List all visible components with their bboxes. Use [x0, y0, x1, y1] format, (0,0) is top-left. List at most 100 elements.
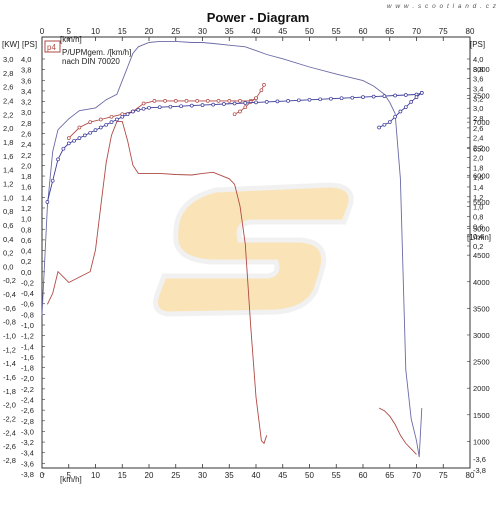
series-point-3 — [238, 109, 242, 114]
right-rpm-tick-label: 2000 — [473, 384, 490, 393]
y-tick-label-ps: 1,6 — [21, 183, 31, 192]
series-line-2 — [68, 84, 265, 139]
x-tick-label-top: 15 — [118, 27, 127, 36]
series-point-5 — [377, 125, 381, 130]
right-rpm-tick-label: 4500 — [473, 251, 490, 260]
right-rpm-tick-label: 5500 — [473, 198, 490, 207]
series-point-3 — [232, 112, 237, 117]
y-tick-label-kw: 1,4 — [3, 166, 13, 175]
x-tick-label-top: 5 — [67, 27, 72, 36]
right-ps-tick-label: 2,2 — [473, 144, 483, 153]
x-unit-top: [km/h] — [60, 35, 82, 44]
series-point-2 — [195, 99, 200, 103]
series-point-4 — [254, 100, 258, 105]
x-tick-label-top: 0 — [40, 27, 45, 36]
series-point-4 — [77, 136, 82, 140]
right-rpm-tick-label: 1500 — [473, 411, 490, 420]
series-point-4 — [168, 104, 173, 109]
y-tick-label-ps: -2,6 — [21, 406, 34, 415]
series-point-3 — [243, 105, 248, 110]
x-tick-label-top: 70 — [412, 27, 421, 36]
y-unit-kw: [KW] — [2, 40, 19, 49]
right-rpm-tick-label: 8000 — [473, 65, 490, 74]
y-tick-label-ps: 2,8 — [21, 119, 31, 128]
x-tick-label-top: 65 — [385, 27, 394, 36]
y-tick-label-ps: -3,0 — [21, 427, 34, 436]
y-tick-label-kw: -1,6 — [3, 373, 16, 382]
y-tick-label-kw: 1,2 — [3, 179, 13, 188]
y-tick-label-ps: -3,8 — [21, 470, 34, 479]
legend-line-1: P/UPMgem. /[km/h] — [62, 48, 131, 57]
y-tick-label-kw: 0,4 — [3, 235, 13, 244]
x-tick-label-top: 25 — [171, 27, 180, 36]
y-tick-label-kw: 0,0 — [3, 262, 13, 271]
series-point-4 — [232, 101, 237, 106]
y-tick-label-ps: -1,8 — [21, 364, 34, 373]
series-point-4 — [131, 109, 135, 114]
x-tick-label-top: 45 — [278, 27, 287, 36]
y-tick-label-ps: -3,4 — [21, 449, 34, 458]
series-point-4 — [382, 94, 387, 98]
series-point-4 — [361, 95, 365, 99]
x-tick-label-top: 50 — [305, 27, 314, 36]
right-ps-tick-label: 1,8 — [473, 163, 483, 172]
right-rpm-tick-label: 3500 — [473, 304, 490, 313]
x-tick-label-bottom: 45 — [278, 471, 287, 480]
right-ps-bottom-tick-label: -3,6 — [473, 455, 486, 464]
x-tick-label-bottom: 20 — [145, 471, 154, 480]
y-tick-label-kw: -0,8 — [3, 318, 16, 327]
y-tick-label-kw: -2,0 — [3, 401, 16, 410]
y-unit-ps: [PS] — [22, 40, 37, 49]
series-point-2 — [227, 99, 232, 103]
series-point-4 — [329, 96, 333, 101]
x-tick-label-bottom: 60 — [359, 471, 368, 480]
y-tick-label-kw: -1,4 — [3, 359, 16, 368]
series-point-4 — [403, 93, 408, 97]
y-tick-label-ps: 3,2 — [21, 98, 31, 107]
y-tick-label-kw: 2,0 — [3, 124, 13, 133]
x-tick-label-top: 20 — [145, 27, 154, 36]
series-point-4 — [275, 99, 280, 104]
y-tick-label-ps: 3,0 — [21, 108, 31, 117]
series-point-2 — [216, 99, 221, 103]
y-tick-label-ps: 3,6 — [21, 76, 31, 85]
x-tick-label-top: 10 — [91, 27, 100, 36]
y-tick-label-ps: 1,4 — [21, 193, 31, 202]
series-point-2 — [205, 99, 210, 103]
x-tick-label-bottom: 35 — [225, 471, 234, 480]
series-line-0 — [41, 40, 423, 458]
y-tick-label-kw: -2,2 — [3, 415, 16, 424]
chart-legend: p4 P/UPMgem. /[km/h] nach DIN 70020 — [44, 40, 131, 66]
y-tick-label-kw: -2,6 — [3, 442, 16, 451]
right-rpm-tick-label: 6500 — [473, 145, 490, 154]
y-tick-label-kw: -2,8 — [3, 456, 16, 465]
series-point-4 — [125, 112, 130, 117]
y-tick-label-kw: -1,0 — [3, 332, 16, 341]
series-point-2 — [88, 120, 93, 124]
right-rpm-tick-label: 7500 — [473, 92, 490, 101]
series-point-2 — [152, 99, 157, 103]
series-point-4 — [339, 96, 344, 101]
y-tick-label-kw: -2,4 — [3, 428, 16, 437]
y-tick-label-kw: -0,2 — [3, 276, 16, 285]
y-tick-label-ps: 0,0 — [21, 268, 31, 277]
y-tick-label-kw: 2,2 — [3, 110, 13, 119]
series-point-5 — [403, 105, 408, 110]
y-tick-label-kw: 0,8 — [3, 207, 13, 216]
x-tick-label-top: 75 — [439, 27, 448, 36]
y-tick-label-ps: 2,6 — [21, 129, 31, 138]
right-rpm-tick-label: 7000 — [473, 118, 490, 127]
series-point-2 — [262, 83, 266, 87]
series-point-2 — [163, 99, 167, 103]
y-tick-label-ps: -2,8 — [21, 417, 34, 426]
series-point-4 — [82, 133, 87, 138]
y-tick-label-ps: 0,8 — [21, 225, 31, 234]
y-tick-label-ps: 0,4 — [21, 247, 31, 256]
series-point-4 — [45, 200, 50, 204]
y-tick-label-ps: 2,4 — [21, 140, 31, 149]
series-point-2 — [109, 114, 114, 119]
x-tick-label-top: 30 — [198, 27, 207, 36]
y-tick-label-kw: -1,8 — [3, 387, 16, 396]
series-point-2 — [184, 99, 189, 103]
